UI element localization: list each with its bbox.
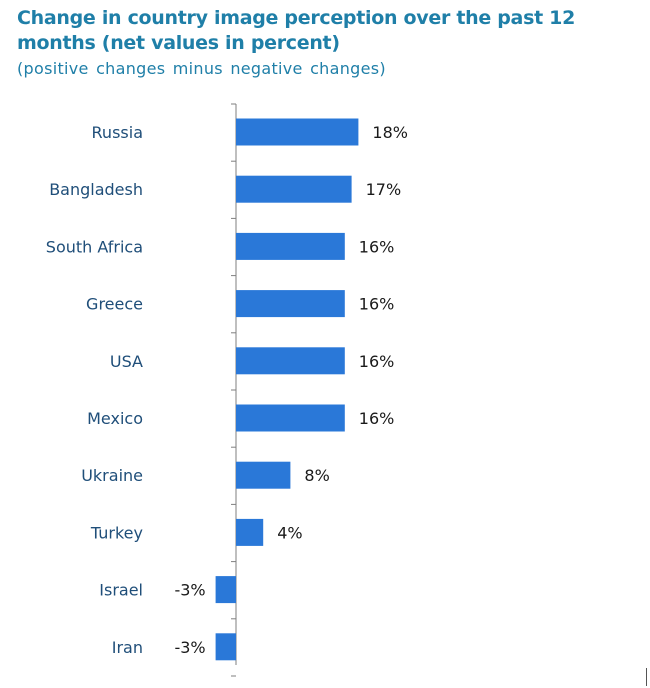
- bar: [215, 576, 236, 604]
- chart-title: Change in country image perception over …: [17, 7, 576, 54]
- edge-divider: [646, 668, 647, 686]
- category-label: Turkey: [90, 523, 143, 542]
- data-label: -3%: [174, 638, 205, 657]
- category-label: USA: [110, 352, 143, 371]
- category-label: South Africa: [46, 237, 143, 256]
- bar: [236, 404, 345, 432]
- bar: [236, 175, 352, 203]
- bar: [236, 518, 264, 546]
- bar: [215, 633, 236, 661]
- bar: [236, 290, 345, 318]
- bar: [236, 232, 345, 260]
- category-label: Bangladesh: [49, 180, 143, 199]
- category-label: Greece: [86, 295, 143, 314]
- bar: [236, 118, 359, 146]
- bar: [236, 347, 345, 375]
- data-label: -3%: [174, 581, 205, 600]
- data-label: 4%: [277, 523, 302, 542]
- data-label: 16%: [359, 237, 395, 256]
- bar: [236, 461, 291, 489]
- data-label: 16%: [359, 352, 395, 371]
- data-label: 17%: [366, 180, 402, 199]
- category-label: Ukraine: [81, 466, 143, 485]
- data-label: 18%: [372, 123, 408, 142]
- category-label: Israel: [99, 581, 143, 600]
- chart-subtitle: (positive changes minus negative changes…: [17, 59, 386, 78]
- category-label: Iran: [112, 638, 143, 657]
- category-label: Mexico: [87, 409, 143, 428]
- category-label: Russia: [92, 123, 143, 142]
- data-label: 16%: [359, 409, 395, 428]
- data-label: 8%: [304, 466, 329, 485]
- data-label: 16%: [359, 295, 395, 314]
